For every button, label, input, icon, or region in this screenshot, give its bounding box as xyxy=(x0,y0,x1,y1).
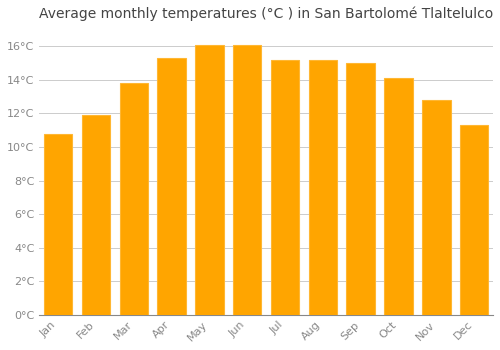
Title: Average monthly temperatures (°C ) in San Bartolomé Tlaltelulco: Average monthly temperatures (°C ) in Sa… xyxy=(39,7,493,21)
Bar xyxy=(82,115,110,315)
Bar xyxy=(346,63,375,315)
Bar xyxy=(120,83,148,315)
Bar xyxy=(195,45,224,315)
Bar xyxy=(233,45,262,315)
Bar xyxy=(308,60,337,315)
Bar xyxy=(271,60,299,315)
Bar xyxy=(460,125,488,315)
Bar xyxy=(422,100,450,315)
Bar xyxy=(384,78,412,315)
Bar xyxy=(158,58,186,315)
Bar xyxy=(44,134,72,315)
